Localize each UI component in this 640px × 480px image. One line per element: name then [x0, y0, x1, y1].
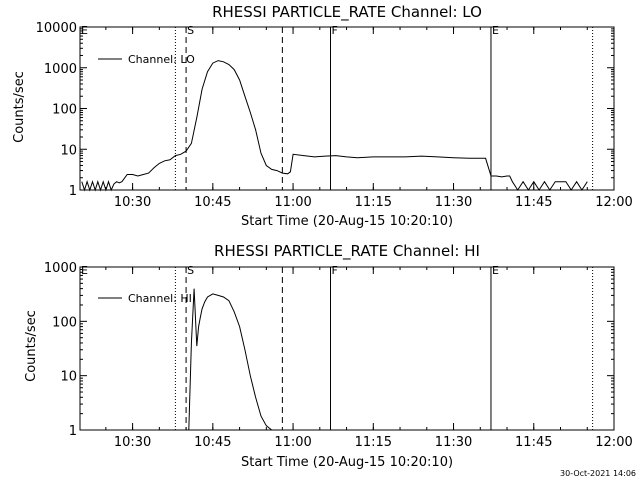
series-line: [81, 60, 588, 192]
y-tick-label: 10: [60, 370, 77, 385]
y-tick-label: 1000: [44, 261, 77, 276]
event-marker-label: S: [187, 24, 194, 37]
series-line: [188, 288, 273, 431]
x-tick-label: 12:00: [595, 195, 632, 210]
panel-hi: RHESSI PARTICLE_RATE Channel: HI Start T…: [24, 242, 633, 470]
x-tick-label: 11:00: [274, 435, 311, 450]
x-tick-label: 10:30: [114, 435, 151, 450]
x-tick-label: 12:00: [595, 435, 632, 450]
event-marker-label: F: [332, 264, 338, 277]
panel-lo: RHESSI PARTICLE_RATE Channel: LO Start T…: [12, 3, 636, 478]
y-tick-label: 100: [52, 103, 77, 118]
x-tick-label: 11:45: [515, 195, 552, 210]
x-tick-label: 11:15: [355, 195, 392, 210]
y-tick-label: 1000: [44, 62, 77, 77]
x-tick-label: 10:30: [114, 195, 151, 210]
plot-frame: [79, 26, 615, 191]
event-marker-label: E: [492, 264, 499, 277]
y-tick-label: 1: [69, 424, 77, 439]
event-marker-label: E: [81, 24, 88, 37]
x-tick-label: 10:45: [194, 435, 231, 450]
y-tick-label: 100: [52, 315, 77, 330]
x-tick-label: 11:00: [274, 195, 311, 210]
x-axis-label-hi: Start Time (20-Aug-15 10:20:10): [241, 455, 453, 470]
x-tick-label: 10:45: [194, 195, 231, 210]
x-tick-label: 11:30: [435, 435, 472, 450]
y-tick-label: 1: [69, 184, 77, 199]
y-tick-label: 10: [60, 143, 77, 158]
x-axis-label-lo: Start Time (20-Aug-15 10:20:10): [241, 214, 453, 229]
event-marker-label: E: [492, 24, 499, 37]
x-tick-label: 11:15: [355, 435, 392, 450]
event-marker-label: S: [187, 264, 194, 277]
footer-timestamp: 30-Oct-2021 14:06: [560, 469, 636, 478]
legend-label-hi: Channel: HI: [128, 292, 192, 305]
y-tick-label: 10000: [36, 21, 77, 36]
event-marker-label: E: [81, 264, 88, 277]
legend-label-lo: Channel: LO: [128, 53, 195, 66]
y-axis-label-lo: Counts/sec: [12, 71, 27, 143]
chart-title-hi: RHESSI PARTICLE_RATE Channel: HI: [214, 242, 480, 261]
x-tick-label: 11:45: [515, 435, 552, 450]
x-tick-label: 11:30: [435, 195, 472, 210]
chart-title-lo: RHESSI PARTICLE_RATE Channel: LO: [212, 3, 482, 22]
event-marker-label: F: [332, 24, 338, 37]
y-axis-label-hi: Counts/sec: [24, 310, 39, 382]
